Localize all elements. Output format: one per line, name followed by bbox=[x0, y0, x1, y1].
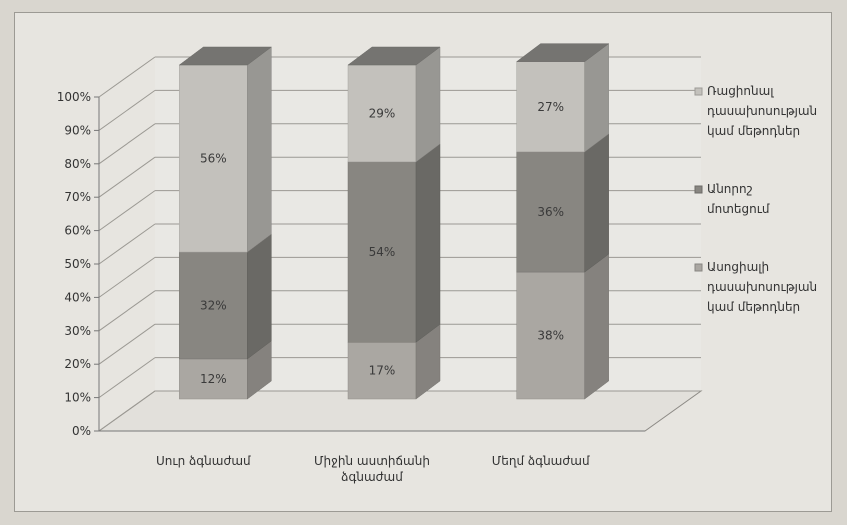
legend-label: Ռացիոնալ bbox=[707, 84, 774, 98]
category-label: ձգնաժամ bbox=[341, 470, 403, 484]
gridline-diag bbox=[98, 156, 156, 198]
legend-label: մոտեցում bbox=[707, 202, 770, 216]
bar-side-face bbox=[584, 133, 609, 273]
legend-label: կամ մեթոդներ bbox=[707, 124, 800, 138]
gridline-diag bbox=[98, 290, 156, 332]
data-label: 38% bbox=[537, 329, 564, 343]
legend-label: Ասոցիալի bbox=[707, 260, 769, 274]
bar-side-face bbox=[584, 253, 609, 400]
legend-label: կամ մեթոդներ bbox=[707, 300, 800, 314]
y-tick-label: 100% bbox=[57, 90, 91, 104]
gridline-diag bbox=[98, 390, 156, 432]
data-label: 12% bbox=[200, 372, 227, 386]
bar-side-face bbox=[415, 46, 441, 163]
data-label: 17% bbox=[369, 364, 396, 378]
gridline-diag bbox=[98, 190, 156, 232]
y-tick-label: 30% bbox=[64, 324, 91, 338]
y-tick-label: 80% bbox=[64, 157, 91, 171]
bar-segment bbox=[516, 151, 585, 273]
y-tick-label: 90% bbox=[64, 123, 91, 137]
bar-segment bbox=[516, 271, 585, 400]
legend-swatch bbox=[694, 263, 703, 272]
bar-segment bbox=[347, 341, 417, 400]
gridline-diag bbox=[98, 256, 156, 298]
bar-top-face bbox=[347, 46, 441, 66]
data-label: 29% bbox=[369, 106, 396, 120]
bar-segment bbox=[179, 251, 248, 360]
y-tick-label: 50% bbox=[64, 257, 91, 271]
legend-swatch bbox=[694, 185, 703, 194]
gridline-diag bbox=[98, 56, 156, 98]
legend-label: Անորոշ bbox=[707, 182, 753, 196]
bar-segment bbox=[179, 64, 248, 253]
y-tick-label: 0% bbox=[72, 424, 91, 438]
legend-label: դասախոսության bbox=[707, 280, 817, 294]
y-tick-label: 40% bbox=[64, 290, 91, 304]
gridline-diag bbox=[98, 323, 156, 365]
bar-top-face bbox=[515, 43, 610, 62]
category-label: Միջին աստիճանի bbox=[314, 454, 430, 468]
bar-segment bbox=[516, 61, 585, 153]
bar-top-face bbox=[178, 46, 273, 66]
category-label: Մեղմ ձգնաժամ bbox=[492, 454, 590, 468]
legend-label: դասախոսության bbox=[707, 104, 817, 118]
category-label: Սուր ձգնաժամ bbox=[156, 454, 251, 468]
y-tick-label: 60% bbox=[64, 224, 91, 238]
bar-side-face bbox=[584, 43, 609, 153]
bar-segment bbox=[179, 358, 248, 400]
data-label: 27% bbox=[537, 100, 564, 114]
y-tick-label: 70% bbox=[64, 190, 91, 204]
legend-swatch bbox=[694, 87, 703, 96]
data-label: 32% bbox=[200, 298, 227, 312]
data-label: 56% bbox=[200, 152, 227, 166]
data-label: 36% bbox=[537, 205, 564, 219]
bar-side-face bbox=[415, 143, 441, 343]
y-tick-label: 10% bbox=[64, 391, 91, 405]
bar-side-face bbox=[247, 233, 272, 360]
bar-segment bbox=[347, 161, 417, 343]
stacked-bar-chart-3d: 0% 10% 20% 30% 40% 50% 60% 70% 80% 90% 100% 12% 32% 5… bbox=[57, 43, 817, 484]
chart-frame: 0% 10% 20% 30% 40% 50% 60% 70% 80% 90% 100% 12% 32% 5… bbox=[14, 12, 832, 512]
bar-segment bbox=[347, 64, 417, 163]
data-label: 54% bbox=[369, 245, 396, 259]
gridline-diag bbox=[98, 89, 156, 131]
bar-side-face bbox=[247, 46, 272, 253]
y-tick-label: 20% bbox=[64, 357, 91, 371]
gridline-diag bbox=[98, 357, 156, 399]
gridline-diag bbox=[98, 223, 156, 265]
gridline-diag bbox=[98, 123, 156, 165]
